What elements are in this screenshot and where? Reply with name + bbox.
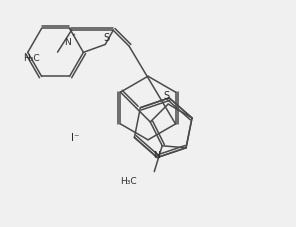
Text: N: N xyxy=(153,151,160,160)
Text: H₃C: H₃C xyxy=(120,177,136,186)
Text: S: S xyxy=(103,33,109,43)
Text: H₃C: H₃C xyxy=(23,54,40,63)
Text: N: N xyxy=(64,38,71,47)
Text: I⁻: I⁻ xyxy=(71,133,80,143)
Text: ⁺: ⁺ xyxy=(71,32,75,41)
Text: S: S xyxy=(163,91,169,101)
